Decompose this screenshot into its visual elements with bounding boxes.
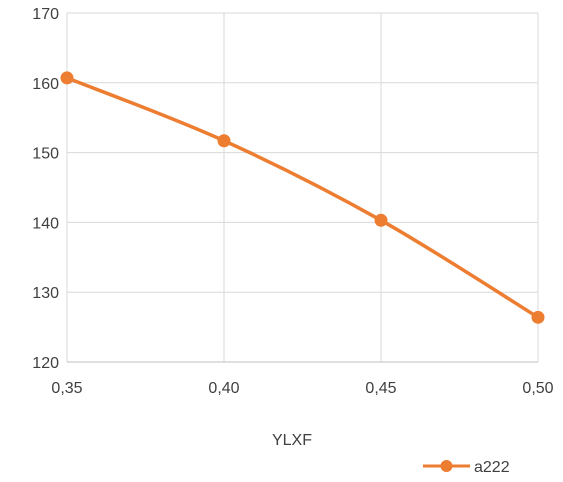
x-axis-title: YLXF [272, 432, 312, 449]
x-tick-label: 0,45 [365, 380, 396, 397]
data-point[interactable] [531, 310, 545, 324]
x-tick-label: 0,40 [208, 380, 239, 397]
data-point[interactable] [217, 134, 231, 148]
y-tick-label: 150 [32, 146, 59, 163]
y-tick-label: 160 [32, 76, 59, 93]
data-point[interactable] [60, 71, 74, 85]
y-tick-label: 120 [32, 355, 59, 372]
x-tick-label: 0,50 [522, 380, 553, 397]
data-point[interactable] [374, 213, 388, 227]
gridlines [67, 12, 539, 362]
x-tick-label: 0,35 [51, 380, 82, 397]
y-tick-label: 130 [32, 285, 59, 302]
tick-labels: 120 130 140 150 160 170 0,35 0,40 0,45 0,50 [32, 6, 553, 397]
y-tick-label: 170 [32, 6, 59, 23]
legend-marker-swatch [440, 460, 453, 472]
series-line-a222 [65, 76, 540, 320]
series-layer [60, 71, 545, 324]
y-tick-label: 140 [32, 215, 59, 232]
axes [66, 13, 538, 363]
legend[interactable]: a222 [423, 459, 510, 476]
legend-label: a222 [474, 459, 510, 476]
